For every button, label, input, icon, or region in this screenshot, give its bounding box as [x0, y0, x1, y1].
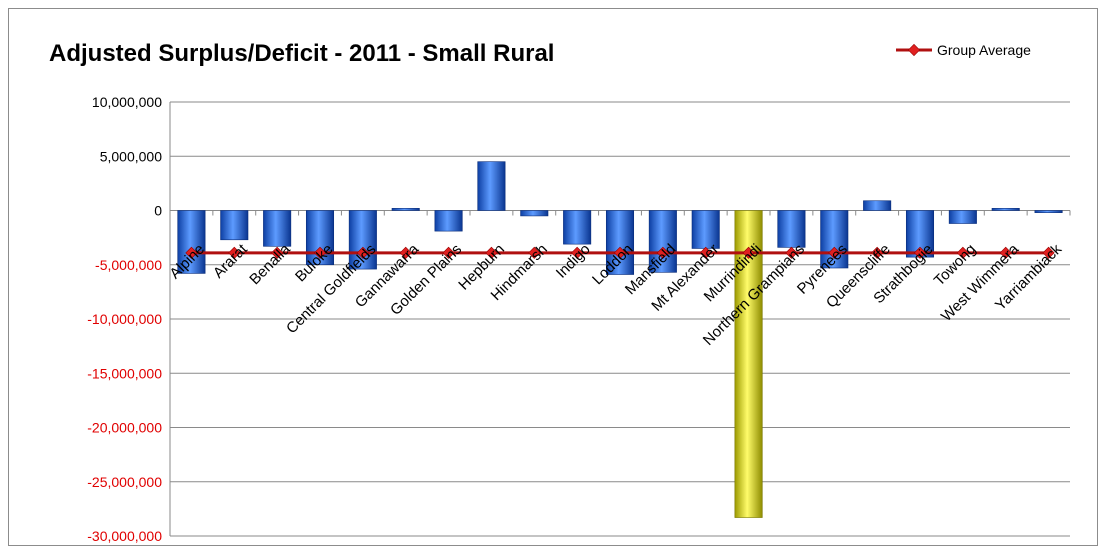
group-average-marker — [613, 246, 627, 259]
group-average-marker — [313, 246, 327, 259]
chart-title: Adjusted Surplus/Deficit - 2011 - Small … — [49, 40, 555, 67]
y-tick-label: 0 — [154, 203, 162, 219]
bar-alpine — [177, 210, 206, 274]
group-average-series — [185, 246, 1055, 259]
legend-line-marker-icon — [896, 43, 932, 57]
y-tick-label: 5,000,000 — [100, 148, 162, 164]
y-axis: 10,000,000 5,000,000 0 -5,000,000 -10,000,00… — [87, 94, 1071, 544]
group-average-marker — [485, 246, 498, 259]
bar-west-wimmera — [991, 208, 1020, 211]
group-average-marker — [356, 246, 369, 259]
bar-hindmarsh — [520, 210, 549, 217]
legend: Group Average — [895, 42, 1031, 58]
y-tick-label: -15,000,000 — [87, 365, 162, 381]
group-average-marker — [871, 246, 884, 259]
group-average-marker — [399, 246, 412, 259]
bar-hepburn — [477, 161, 506, 211]
bar-yarriambiack — [1034, 210, 1063, 213]
group-average-marker — [785, 246, 798, 259]
group-average-marker — [656, 246, 669, 259]
y-tick-label: -20,000,000 — [87, 420, 162, 436]
group-average-marker — [271, 246, 284, 259]
bar-central-goldfields — [348, 210, 377, 270]
group-average-marker — [228, 246, 241, 259]
bar-mansfield — [648, 210, 677, 273]
y-tick-label: -10,000,000 — [87, 311, 162, 327]
bar-mt-alexander — [691, 210, 720, 249]
x-tick-label: Ararat — [210, 240, 251, 281]
y-tick-label: -25,000,000 — [87, 474, 162, 490]
group-average-marker — [913, 246, 927, 259]
bar-golden-plains — [434, 210, 463, 232]
group-average-marker — [1042, 246, 1055, 259]
bar-murrindindi — [734, 210, 763, 518]
y-tick-label: 10,000,000 — [92, 94, 162, 110]
grid-lines — [170, 101, 1070, 537]
group-average-marker — [999, 246, 1012, 259]
group-average-marker — [699, 246, 712, 259]
group-average-marker — [956, 246, 969, 259]
bar-gannawarra — [391, 208, 420, 211]
chart-frame — [8, 8, 1098, 546]
group-average-marker — [442, 246, 455, 259]
group-average-marker — [828, 246, 841, 259]
y-tick-label: -30,000,000 — [87, 528, 162, 544]
bar-loddon — [605, 210, 635, 275]
x-tick-label: Indigo — [553, 241, 594, 282]
bar-ararat — [220, 210, 249, 241]
bar-series — [177, 161, 1063, 518]
y-tick-label: -5,000,000 — [95, 257, 162, 273]
legend-label-group-average: Group Average — [937, 42, 1031, 58]
group-average-marker — [528, 246, 541, 259]
group-average-marker — [571, 246, 584, 259]
bar-towong — [948, 210, 977, 224]
bar-benalla — [263, 210, 292, 247]
bar-northern-grampians — [777, 210, 806, 248]
bar-queenscliffe — [863, 200, 892, 211]
group-average-marker — [742, 246, 755, 259]
bar-indigo — [563, 210, 592, 245]
group-average-marker — [185, 246, 198, 259]
